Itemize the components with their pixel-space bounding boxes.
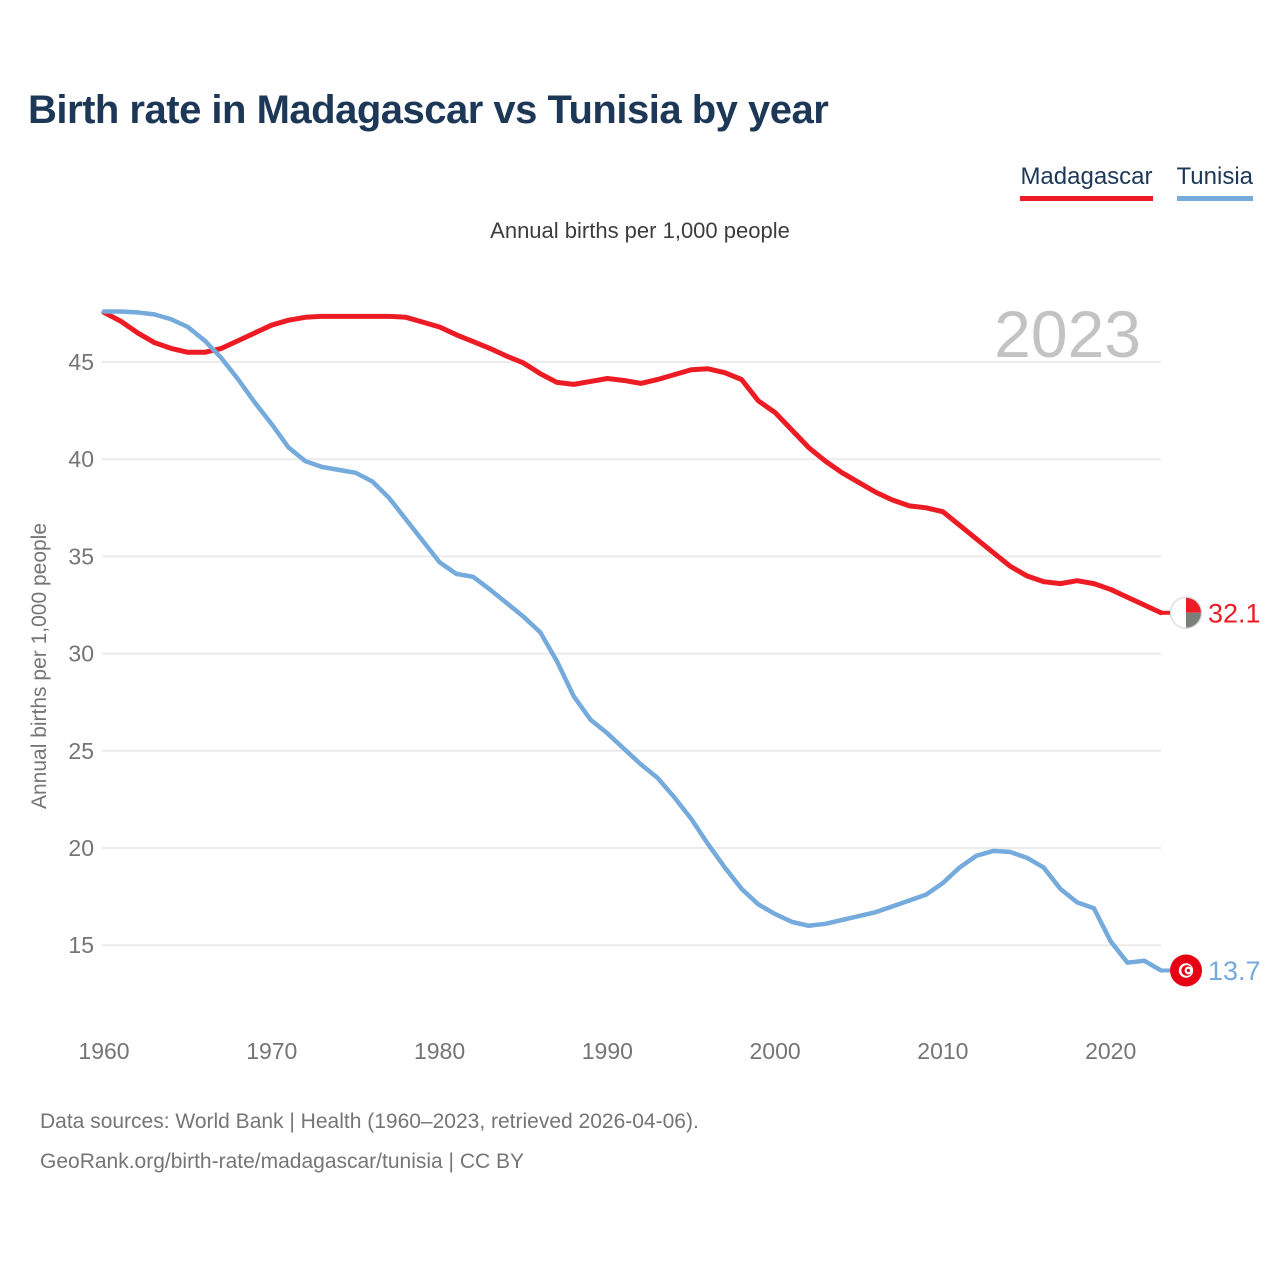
tunisia-line <box>101 309 1164 973</box>
chart-subtitle: Annual births per 1,000 people <box>490 218 790 243</box>
x-tick-label: 2020 <box>1085 1038 1136 1064</box>
y-tick-label: 35 <box>68 543 94 569</box>
chart-legend: Madagascar Tunisia <box>1020 163 1253 201</box>
x-tick-label: 2010 <box>917 1038 968 1064</box>
tunisia-end-value: 13.7 <box>1208 956 1261 986</box>
x-tick-label: 1990 <box>582 1038 633 1064</box>
watermark-year: 2023 <box>994 297 1141 371</box>
legend-label-tunisia[interactable]: Tunisia <box>1176 163 1253 190</box>
y-tick-label: 15 <box>68 932 94 958</box>
y-tick-label: 40 <box>68 446 94 472</box>
madagascar-end-value: 32.1 <box>1208 598 1261 628</box>
footer-link-line: GeoRank.org/birth-rate/madagascar/tunisi… <box>40 1150 525 1173</box>
x-tick-label: 1960 <box>78 1038 129 1064</box>
y-tick-label: 30 <box>68 641 94 667</box>
page-title: Birth rate in Madagascar vs Tunisia by y… <box>28 88 829 132</box>
y-tick-label: 20 <box>68 835 94 861</box>
y-axis-title: Annual births per 1,000 people <box>28 523 51 809</box>
chart-footer: Data sources: World Bank | Health (1960–… <box>40 1102 699 1182</box>
madagascar-line <box>101 309 1164 616</box>
x-tick-label: 1980 <box>414 1038 465 1064</box>
tunisia-flag-icon <box>1170 954 1202 987</box>
legend-label-madagascar[interactable]: Madagascar <box>1020 163 1153 190</box>
madagascar-flag-icon <box>1169 596 1203 629</box>
y-tick-label: 25 <box>68 738 94 764</box>
x-tick-label: 2000 <box>750 1038 801 1064</box>
footer-sources-line: Data sources: World Bank | Health (1960–… <box>40 1110 699 1133</box>
y-tick-label: 45 <box>68 349 94 375</box>
line-chart: 15 20 25 30 35 40 45 1960 1970 1980 1990 2000 2010 20… <box>28 297 1261 1064</box>
legend-item-tunisia[interactable]: Tunisia <box>1176 163 1253 201</box>
legend-swatch-tunisia <box>1176 196 1253 201</box>
legend-item-madagascar[interactable]: Madagascar <box>1020 163 1153 201</box>
legend-swatch-madagascar <box>1020 196 1153 201</box>
x-tick-label: 1970 <box>246 1038 297 1064</box>
